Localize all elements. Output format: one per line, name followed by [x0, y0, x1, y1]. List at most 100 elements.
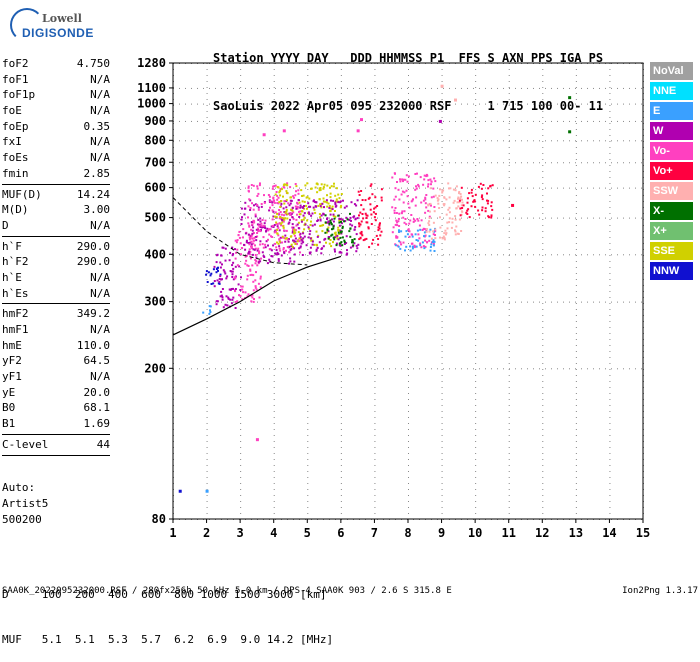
grid-dot [299, 120, 300, 122]
echo-point [241, 298, 244, 301]
echo-point [427, 179, 430, 182]
grid-dot [455, 103, 456, 105]
grid-dot [575, 123, 577, 124]
grid-dot [240, 429, 242, 430]
echo-point [434, 234, 436, 236]
echo-point [333, 232, 336, 235]
echo-point [248, 253, 251, 256]
grid-dot [609, 285, 611, 286]
grid-dot [374, 153, 376, 154]
param-separator [2, 235, 110, 237]
grid-dot [609, 513, 611, 514]
grid-dot [239, 103, 240, 105]
echo-point [457, 197, 459, 200]
grid-dot [323, 254, 324, 256]
param-name: h`F [2, 239, 22, 253]
grid-dot [299, 87, 300, 89]
echo-point [252, 248, 255, 251]
grid-dot [605, 162, 606, 164]
grid-dot [221, 120, 222, 122]
grid-dot [441, 213, 443, 214]
echo-point [290, 208, 293, 211]
grid-dot [221, 140, 222, 142]
echo-point [277, 196, 280, 199]
grid-dot [609, 501, 611, 502]
chart-frame [172, 62, 644, 520]
echo-point [340, 222, 343, 225]
echo-point [249, 274, 252, 276]
echo-point [461, 198, 463, 201]
echo-point [210, 272, 213, 275]
grid-dot [508, 225, 510, 226]
echo-point [257, 282, 260, 285]
grid-dot [508, 69, 510, 70]
grid-dot [575, 399, 577, 400]
echo-point [299, 206, 302, 209]
ionogram-chart: 1 2 3 4 5 6 7 8 9 10 11 12 13 14 158020030040050060070… [137, 56, 650, 540]
grid-dot [221, 217, 222, 219]
grid-dot [340, 255, 342, 256]
grid-dot [273, 249, 275, 250]
grid-dot [508, 315, 510, 316]
echo-point [418, 237, 421, 240]
echo-point [330, 245, 333, 248]
grid-dot [413, 254, 414, 256]
echo-point [276, 186, 279, 188]
grid-dot [340, 411, 342, 412]
grid-dot [575, 237, 577, 238]
echo-point [303, 212, 306, 215]
y-tick-label: 700 [144, 155, 166, 169]
grid-dot [413, 103, 414, 105]
grid-dot [340, 75, 342, 76]
grid-dot [240, 129, 242, 130]
grid-dot [307, 477, 309, 478]
grid-dot [475, 459, 477, 460]
echo-point [232, 267, 235, 270]
grid-dot [340, 489, 342, 490]
grid-dot [441, 111, 443, 112]
echo-point [232, 261, 235, 264]
grid-dot [441, 135, 443, 136]
grid-dot [323, 87, 324, 89]
echo-point [448, 211, 451, 214]
grid-dot [307, 93, 309, 94]
grid-dot [609, 405, 611, 406]
grid-dot [408, 333, 409, 334]
grid-dot [542, 447, 544, 448]
grid-dot [206, 399, 208, 400]
grid-dot [413, 217, 414, 219]
grid-dot [542, 219, 544, 220]
grid-dot [374, 477, 376, 478]
legend-item: SSE [650, 242, 693, 260]
grid-dot [340, 399, 342, 400]
grid-dot [206, 261, 208, 262]
echo-point [273, 201, 276, 204]
echo-point [250, 300, 253, 303]
grid-dot [497, 301, 498, 303]
grid-dot [340, 375, 342, 376]
grid-dot [542, 213, 544, 214]
echo-point [212, 282, 215, 285]
echo-point [274, 229, 277, 232]
grid-dot [609, 201, 611, 202]
echo-point [402, 178, 405, 181]
echo-point [450, 226, 453, 229]
grid-dot [307, 105, 309, 106]
grid-dot [273, 435, 275, 436]
grid-dot [623, 187, 624, 189]
grid-dot [179, 368, 180, 370]
grid-dot [273, 381, 275, 382]
grid-dot [527, 254, 528, 256]
grid-dot [479, 301, 480, 303]
grid-dot [245, 162, 246, 164]
grid-dot [408, 405, 409, 406]
echo-point [336, 237, 339, 240]
grid-dot [227, 120, 228, 122]
grid-dot [408, 117, 409, 118]
grid-dot [221, 103, 222, 105]
grid-dot [475, 429, 477, 430]
param-name: hmF2 [2, 307, 29, 321]
grid-dot [441, 393, 443, 394]
echo-point [218, 282, 221, 285]
grid-dot [307, 153, 309, 154]
